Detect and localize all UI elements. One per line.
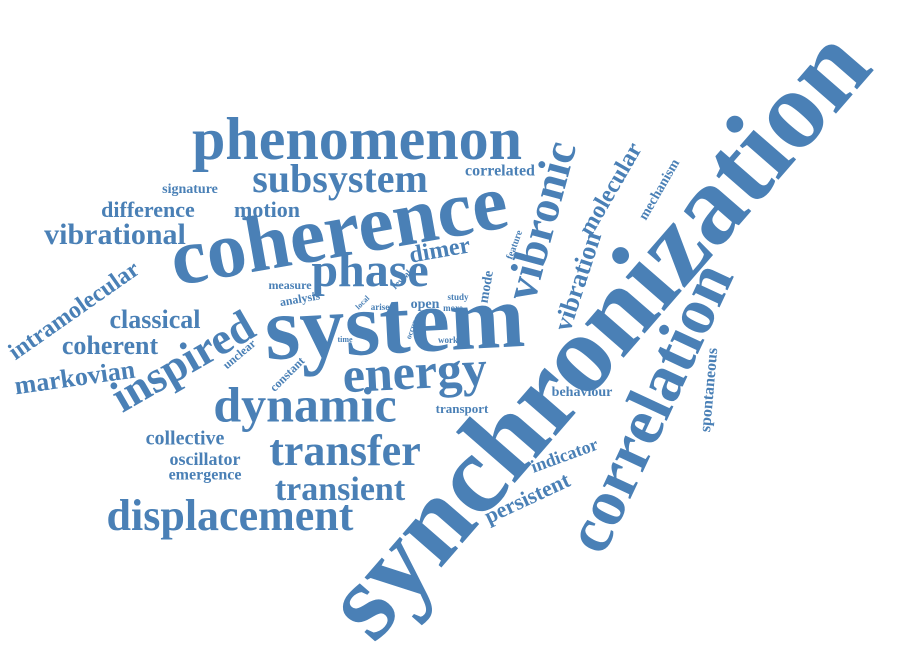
word: collective bbox=[146, 428, 225, 450]
word: coherent bbox=[62, 331, 159, 360]
word: transport bbox=[436, 401, 489, 416]
word: time bbox=[337, 335, 353, 344]
word: signature bbox=[162, 182, 218, 197]
word: open bbox=[411, 297, 440, 312]
word: subsystem bbox=[252, 156, 428, 201]
word: transient bbox=[275, 471, 406, 508]
word: measure bbox=[268, 278, 312, 292]
word: classical bbox=[110, 305, 201, 334]
word: oscillator bbox=[170, 449, 241, 469]
word: dynamic bbox=[213, 376, 396, 432]
word: phenomenon bbox=[192, 106, 522, 172]
word: motion bbox=[234, 197, 300, 222]
word: vibrational bbox=[44, 218, 186, 251]
word: phase bbox=[311, 244, 428, 297]
word: difference bbox=[101, 197, 195, 222]
word: behaviour bbox=[552, 385, 613, 400]
word: transfer bbox=[269, 426, 421, 475]
word: emergence bbox=[169, 467, 242, 484]
word: mode bbox=[477, 270, 497, 305]
word: energy bbox=[341, 340, 488, 403]
word: correlated bbox=[465, 163, 535, 180]
word: work bbox=[438, 335, 458, 345]
word: arise bbox=[371, 302, 390, 312]
word: study bbox=[447, 292, 469, 302]
word: system bbox=[262, 267, 527, 379]
word: more bbox=[443, 303, 463, 313]
word: displacement bbox=[107, 491, 354, 540]
